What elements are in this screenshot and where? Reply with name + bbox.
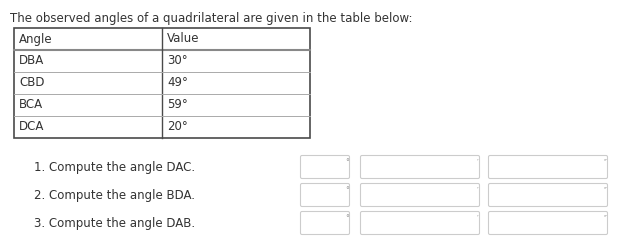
FancyBboxPatch shape: [300, 184, 350, 206]
Text: 2. Compute the angle BDA.: 2. Compute the angle BDA.: [34, 188, 195, 202]
Text: Angle: Angle: [19, 32, 53, 46]
FancyBboxPatch shape: [488, 212, 607, 234]
Text: ″: ″: [604, 158, 607, 167]
FancyBboxPatch shape: [488, 156, 607, 178]
Text: CBD: CBD: [19, 76, 44, 90]
Text: 59°: 59°: [167, 98, 188, 112]
Text: °: °: [345, 214, 349, 223]
Text: Value: Value: [167, 32, 200, 46]
Text: The observed angles of a quadrilateral are given in the table below:: The observed angles of a quadrilateral a…: [10, 12, 412, 25]
Text: 1. Compute the angle DAC.: 1. Compute the angle DAC.: [34, 160, 195, 173]
Text: ′: ′: [477, 186, 479, 195]
FancyBboxPatch shape: [300, 212, 350, 234]
FancyBboxPatch shape: [360, 184, 480, 206]
Bar: [14, 28, 310, 138]
Text: 3. Compute the angle DAB.: 3. Compute the angle DAB.: [34, 216, 195, 230]
Text: 20°: 20°: [167, 120, 188, 134]
Text: ′: ′: [477, 214, 479, 223]
FancyBboxPatch shape: [360, 156, 480, 178]
Text: °: °: [345, 158, 349, 167]
Text: ′: ′: [477, 158, 479, 167]
FancyBboxPatch shape: [488, 184, 607, 206]
Text: DCA: DCA: [19, 120, 44, 134]
Text: °: °: [345, 186, 349, 195]
Text: 49°: 49°: [167, 76, 188, 90]
Text: 30°: 30°: [167, 54, 188, 68]
FancyBboxPatch shape: [360, 212, 480, 234]
Text: DBA: DBA: [19, 54, 44, 68]
FancyBboxPatch shape: [300, 156, 350, 178]
Text: ″: ″: [604, 186, 607, 195]
Text: ″: ″: [604, 214, 607, 223]
Text: BCA: BCA: [19, 98, 43, 112]
